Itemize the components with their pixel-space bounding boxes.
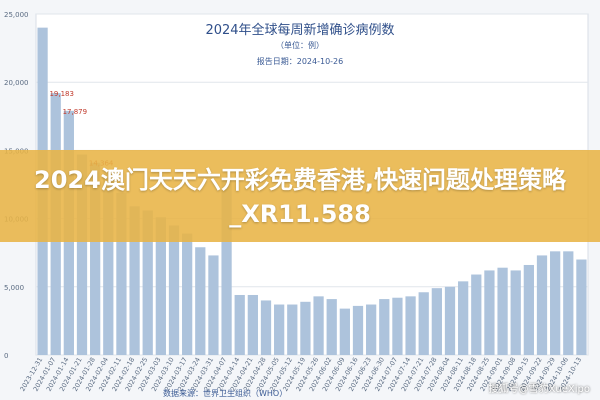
bar xyxy=(76,154,88,355)
bar xyxy=(431,288,442,355)
bar xyxy=(326,299,337,355)
y-tick-label: 0 xyxy=(4,352,8,360)
bar xyxy=(274,304,285,355)
bar xyxy=(563,251,574,355)
bar xyxy=(221,180,232,355)
bar xyxy=(379,299,390,355)
chart-unit: （单位：例） xyxy=(276,41,324,50)
data-label: 19,183 xyxy=(49,90,74,98)
bar xyxy=(247,294,258,355)
y-tick-label: 20,000 xyxy=(4,79,29,87)
data-source: 数据来源：世界卫生组织（WHO） xyxy=(163,389,288,398)
bar xyxy=(195,247,206,355)
bar xyxy=(405,296,416,355)
bar xyxy=(550,251,561,355)
bar xyxy=(536,255,548,355)
bar xyxy=(366,304,377,355)
bar xyxy=(208,255,219,355)
bar xyxy=(576,259,587,355)
watermark: 搜狐号@雪豹XueXipo xyxy=(488,384,590,395)
bar xyxy=(90,162,101,355)
chart-title: 2024年全球每周新增确诊病例数 xyxy=(205,23,395,38)
bar xyxy=(168,225,180,355)
bar xyxy=(182,233,193,355)
bar xyxy=(497,267,508,355)
bar xyxy=(444,286,456,355)
bar xyxy=(155,217,166,355)
bar xyxy=(458,281,469,355)
bar xyxy=(142,210,153,355)
data-label: 17,879 xyxy=(63,108,88,116)
banner-headline: 2024澳门天天六开彩免费香港,快速问题处理策略_XR11.588 xyxy=(34,166,566,228)
bar xyxy=(339,308,350,355)
bar xyxy=(300,301,311,355)
bar xyxy=(523,264,534,355)
bar xyxy=(234,294,245,355)
bar xyxy=(103,173,114,355)
bar xyxy=(287,304,298,355)
bar xyxy=(352,305,364,355)
report-date: 报告日期：2024-10-26 xyxy=(256,57,344,66)
bar xyxy=(116,192,127,355)
bar xyxy=(418,292,429,355)
bar xyxy=(471,274,482,355)
overlay-banner xyxy=(0,150,600,242)
y-tick-label: 5,000 xyxy=(4,284,24,292)
bar xyxy=(129,206,140,355)
bar xyxy=(484,270,495,355)
y-tick-label: 25,000 xyxy=(4,11,29,19)
bar xyxy=(392,297,403,355)
bar xyxy=(313,296,324,355)
bar xyxy=(260,300,272,355)
bar xyxy=(510,270,521,355)
